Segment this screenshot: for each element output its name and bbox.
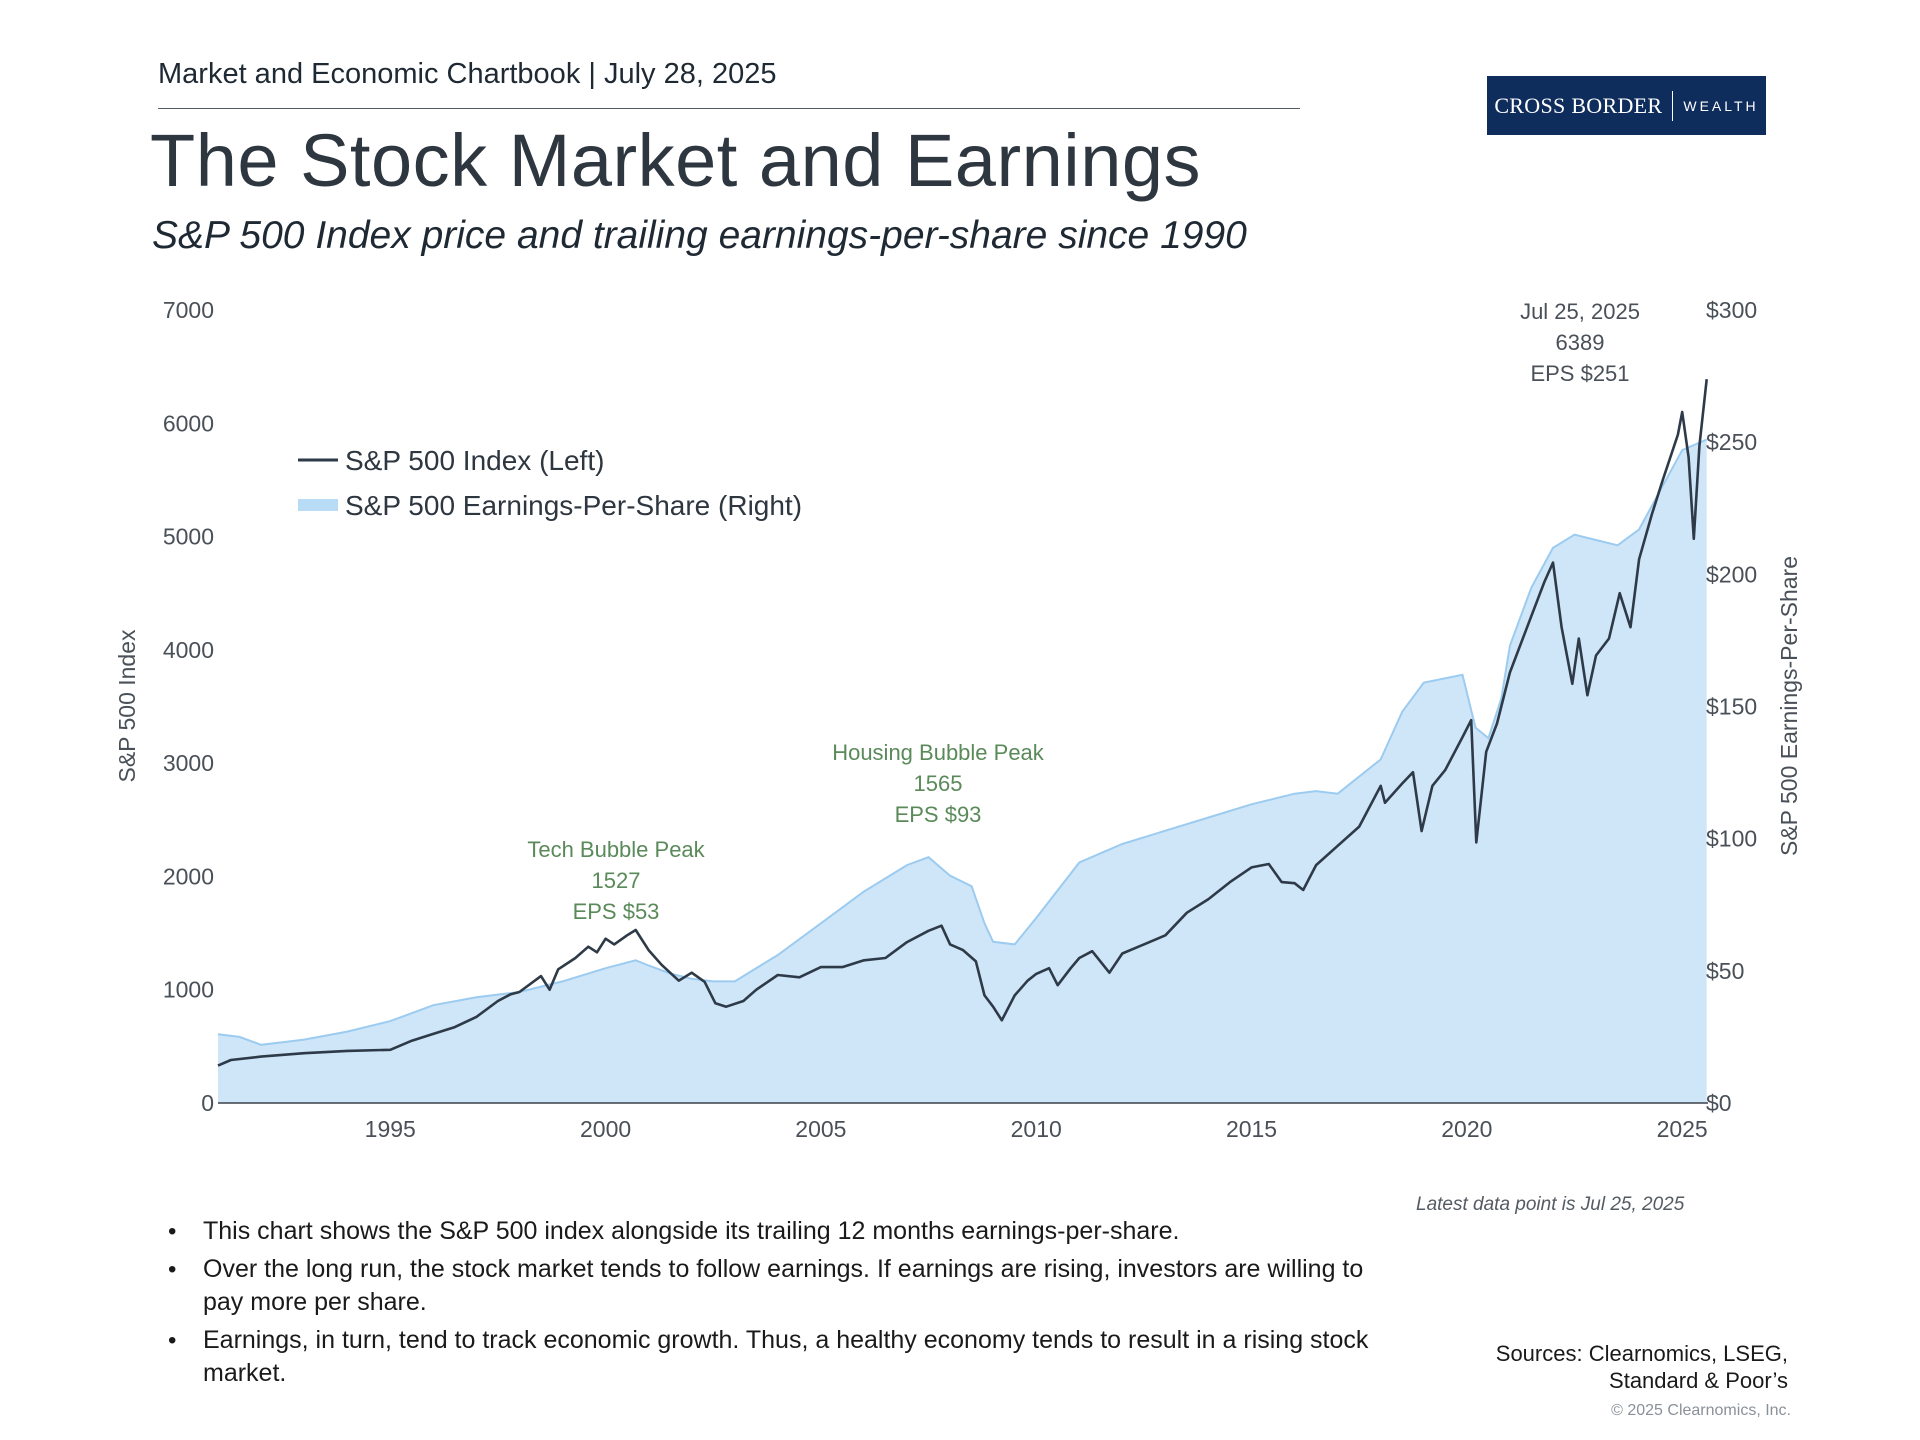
left-axis-tick-label: 7000: [163, 297, 214, 323]
right-axis-label: S&P 500 Earnings-Per-Share: [1776, 556, 1802, 856]
left-axis-tick-label: 5000: [163, 524, 214, 550]
logo-main-text: CROSS BORDER: [1494, 92, 1663, 118]
page-subtitle: S&P 500 Index price and trailing earning…: [152, 214, 1247, 257]
eps-area: [218, 439, 1707, 1103]
left-axis-tick-label: 6000: [163, 410, 214, 436]
company-logo: CROSS BORDER WEALTH: [1487, 76, 1766, 135]
left-axis-tick-label: 4000: [163, 637, 214, 663]
sources-line: Standard & Poor’s: [1609, 1368, 1788, 1393]
annotation-text: Housing Bubble Peak: [832, 740, 1045, 765]
latest-data-note: Latest data point is Jul 25, 2025: [1416, 1194, 1685, 1215]
x-axis-tick-label: 2000: [580, 1116, 631, 1142]
right-axis-tick-label: $150: [1706, 694, 1757, 720]
copyright: © 2025 Clearnomics, Inc.: [1611, 1402, 1791, 1419]
right-axis-tick-label: $0: [1706, 1090, 1732, 1116]
x-axis-tick-label: 2005: [795, 1116, 846, 1142]
annotation-text: EPS $93: [895, 802, 982, 827]
logo-separator: [1672, 90, 1674, 121]
left-axis-tick-label: 2000: [163, 863, 214, 889]
annotation-text: Jul 25, 2025: [1520, 299, 1640, 324]
right-axis-tick-label: $50: [1706, 958, 1744, 984]
right-axis-tick-label: $200: [1706, 561, 1757, 587]
sp500-line: [217, 379, 1708, 1067]
annotation-text: EPS $251: [1530, 361, 1629, 386]
bullet-item: This chart shows the S&P 500 index along…: [168, 1215, 1408, 1248]
legend-area-swatch: [298, 499, 338, 511]
x-axis-tick-label: 2020: [1441, 1116, 1492, 1142]
bullet-item: Over the long run, the stock market tend…: [168, 1253, 1408, 1319]
sources-line: Sources: Clearnomics, LSEG,: [1495, 1341, 1788, 1366]
left-axis-tick-label: 0: [201, 1090, 214, 1116]
annotation-text: 6389: [1556, 330, 1605, 355]
annotation-text: Tech Bubble Peak: [527, 837, 705, 862]
left-axis-label: S&P 500 Index: [114, 629, 140, 783]
right-axis-tick-label: $250: [1706, 429, 1757, 455]
annotation-text: EPS $53: [573, 899, 660, 924]
x-axis-tick-label: 1995: [365, 1116, 416, 1142]
legend-label-sp500: S&P 500 Index (Left): [345, 445, 604, 476]
bullet-item: Earnings, in turn, tend to track economi…: [168, 1324, 1408, 1390]
header-divider: [158, 108, 1300, 109]
chartbook-header: Market and Economic Chartbook | July 28,…: [158, 58, 777, 90]
page-title: The Stock Market and Earnings: [150, 119, 1202, 202]
x-axis-tick-label: 2010: [1011, 1116, 1062, 1142]
annotation-text: 1527: [592, 868, 641, 893]
x-axis-tick-label: 2015: [1226, 1116, 1277, 1142]
left-axis-tick-label: 1000: [163, 977, 214, 1003]
bullet-list: This chart shows the S&P 500 index along…: [168, 1215, 1408, 1395]
right-axis-tick-label: $300: [1706, 297, 1757, 323]
annotation-text: 1565: [914, 771, 963, 796]
legend-label-eps: S&P 500 Earnings-Per-Share (Right): [345, 490, 802, 521]
sources-note: Sources: Clearnomics, LSEG, Standard & P…: [1496, 1340, 1788, 1394]
left-axis-tick-label: 3000: [163, 750, 214, 776]
logo-sub-text: WEALTH: [1683, 97, 1759, 114]
x-axis-tick-label: 2025: [1657, 1116, 1708, 1142]
right-axis-tick-label: $100: [1706, 826, 1757, 852]
